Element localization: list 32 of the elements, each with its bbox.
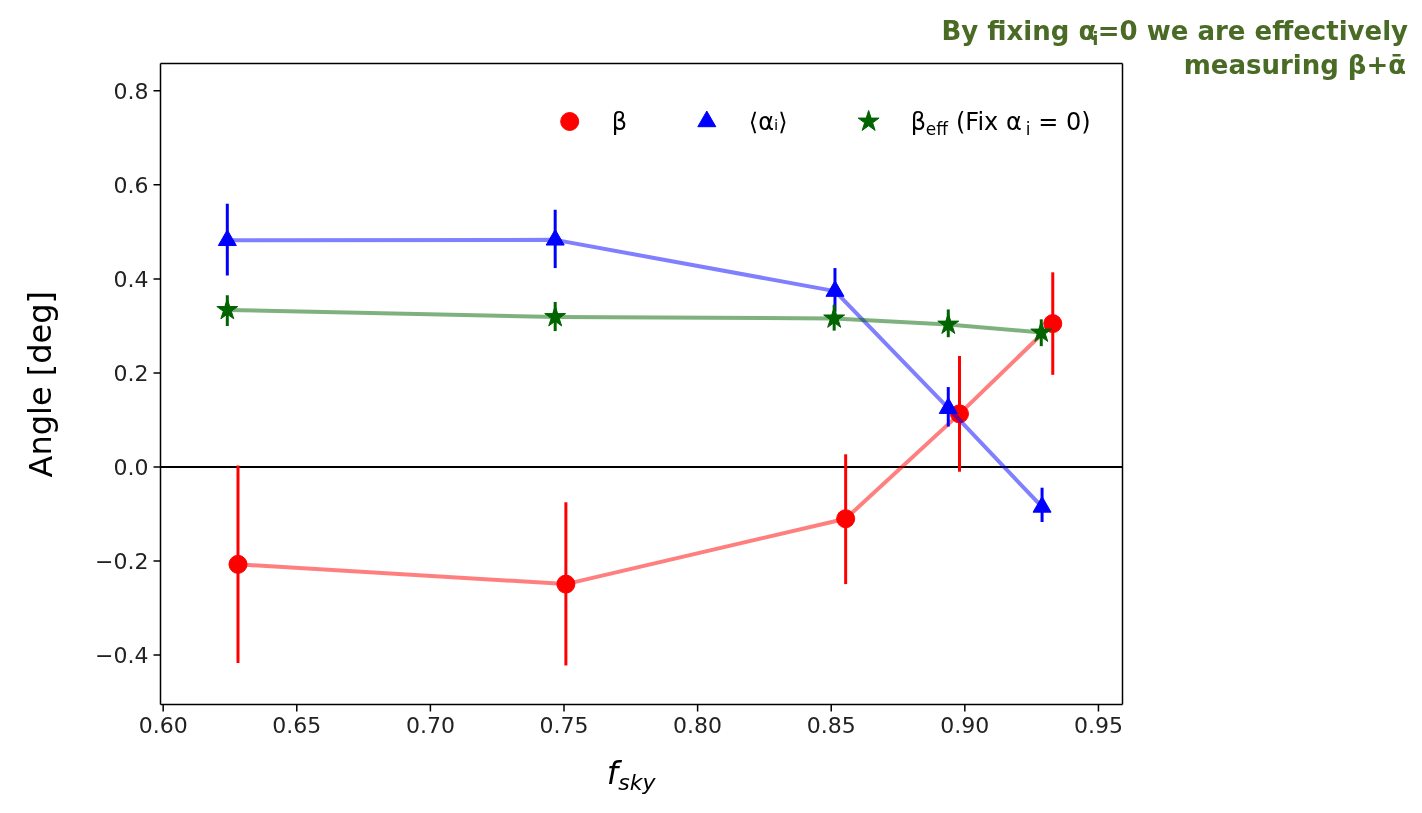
x-tick-label: 0.80 bbox=[673, 712, 723, 738]
point bbox=[228, 554, 248, 574]
x-tick-label: 0.60 bbox=[138, 712, 188, 738]
point bbox=[1030, 321, 1053, 342]
x-tick-label: 0.75 bbox=[539, 712, 589, 738]
point bbox=[1043, 314, 1063, 334]
y-tick-label: 0.0 bbox=[113, 455, 149, 481]
point bbox=[556, 574, 576, 594]
y-tick-label: 0.8 bbox=[113, 78, 149, 104]
y-axis-title: Angle [deg] bbox=[21, 290, 60, 478]
x-tick-label: 0.65 bbox=[272, 712, 322, 738]
point bbox=[544, 305, 567, 327]
x-tick-label: 0.70 bbox=[405, 712, 455, 738]
point bbox=[216, 298, 239, 320]
point bbox=[937, 313, 960, 334]
point bbox=[545, 228, 565, 246]
text: measuring β+ᾱ bbox=[1183, 49, 1407, 80]
x-tick-label: 0.95 bbox=[1073, 712, 1123, 738]
y-tick-label: 0.4 bbox=[113, 266, 149, 292]
point bbox=[823, 306, 846, 328]
y-tick-label: −0.4 bbox=[95, 643, 149, 669]
point bbox=[217, 229, 237, 247]
legend-label: ⟨αᵢ⟩ bbox=[748, 107, 788, 136]
legend-label: β bbox=[611, 107, 628, 136]
y-tick-label: 0.6 bbox=[113, 172, 149, 198]
point bbox=[825, 280, 845, 297]
point bbox=[938, 397, 958, 414]
x-tick-label: 0.90 bbox=[940, 712, 990, 738]
y-tick-label: −0.2 bbox=[95, 549, 149, 575]
y-tick-label: 0.2 bbox=[113, 360, 149, 386]
x-tick-label: 0.85 bbox=[806, 712, 856, 738]
point bbox=[836, 509, 856, 529]
